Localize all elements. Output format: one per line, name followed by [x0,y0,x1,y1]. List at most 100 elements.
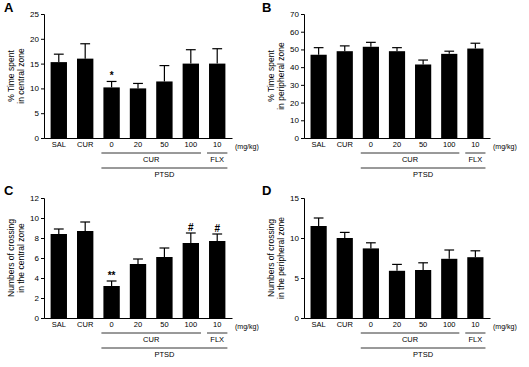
tick: 20 [134,138,142,149]
error-cap [54,54,64,55]
error-cap [80,43,90,44]
y-axis-title-line: in peripheral zone [276,42,286,110]
tick: 15 [290,194,304,203]
panel-label: C [4,183,14,198]
error-bar [54,54,64,62]
tick-label: 50 [290,45,299,54]
error-cap [471,250,481,251]
significance: # [214,223,220,234]
group-label: CUR [402,335,419,344]
tick-label: SAL [52,140,66,149]
panel-label: A [4,0,14,15]
error-stem [58,54,59,62]
error-bar [107,81,117,87]
error-stem [58,229,59,234]
error-stem [344,46,345,51]
bar [337,238,353,318]
tick: 30 [290,81,304,90]
tick: CUR [77,138,94,149]
tick: 50 [290,45,304,54]
tick-label: 10 [471,320,479,329]
error-bar [444,250,454,259]
tick-label: CUR [77,320,94,329]
bar [415,64,431,138]
error-stem [370,243,371,249]
error-stem [217,49,218,64]
group-bracket [207,333,227,334]
error-stem [164,248,165,257]
error-stem [370,42,371,46]
bar [363,47,379,138]
error-stem [475,251,476,257]
error-bar [159,248,169,257]
tick: 0 [369,138,373,149]
tick: 4 [35,274,44,283]
y-axis-title-line: in central zone [16,48,26,104]
x-axis: SALCUR0205010010 [305,138,491,149]
tick-label: 0 [35,314,40,323]
bar [77,59,93,138]
bar [209,241,225,318]
axis-line [305,318,491,319]
tick-label: 0 [369,320,373,329]
tick-label: 0 [110,320,114,329]
error-cap [366,42,376,43]
error-stem [190,50,191,64]
error-cap [418,262,428,263]
tick-label: 0 [369,140,373,149]
group-label: FLX [210,155,224,164]
error-stem [137,83,138,88]
tick: 100 [185,318,198,329]
tick-mark [301,198,304,199]
error-cap [133,258,143,259]
unit-label: (mg/kg) [493,143,517,151]
y-axis-title: % Time spentin peripheral zone [266,42,286,110]
y-axis-title: Numbers of crossingin the peripheral zon… [266,217,286,299]
tick: 50 [160,138,168,149]
y-axis: 051015 [290,194,304,323]
group-bracket [207,153,227,154]
bar [311,226,327,318]
group-bracket [101,348,227,349]
error-stem [164,66,165,82]
error-cap [392,47,402,48]
error-bar [444,51,454,54]
bar [415,270,431,318]
bar [183,64,199,138]
tick-label: SAL [52,320,66,329]
tick-label: 20 [393,140,401,149]
tick-mark [41,318,44,319]
axis-line [41,199,45,319]
error-cap [418,59,428,60]
tick-label: 20 [30,35,39,44]
error-stem [344,232,345,238]
tick-label: 20 [134,320,142,329]
tick-label: 0 [295,314,300,323]
unit-label: (mg/kg) [235,143,259,151]
error-cap [340,232,350,233]
error-stem [137,259,138,264]
error-stem [318,48,319,55]
tick: SAL [52,138,66,149]
error-cap [444,249,454,250]
y-axis-title-line: Numbers of crossing [266,219,276,297]
bar [183,243,199,318]
tick-label: 20 [134,140,142,149]
tick-label: 5 [295,274,300,283]
group-label: FLX [468,335,482,344]
tick-mark [41,258,44,259]
tick: CUR [77,318,94,329]
error-bar [340,232,350,238]
error-bar [418,60,428,64]
error-stem [190,233,191,243]
y-axis: 024681012 [30,194,44,323]
tick: 0 [110,318,114,329]
tick: 60 [290,28,304,37]
axis-line [45,318,233,319]
error-bar [314,218,324,226]
group-label: PTSD [154,350,175,359]
tick-label: SAL [312,140,326,149]
error-bar [212,234,222,241]
group-label: FLX [210,335,224,344]
panel: C**##024681012SALCUR0205010010(mg/kg)CUR… [4,183,259,359]
